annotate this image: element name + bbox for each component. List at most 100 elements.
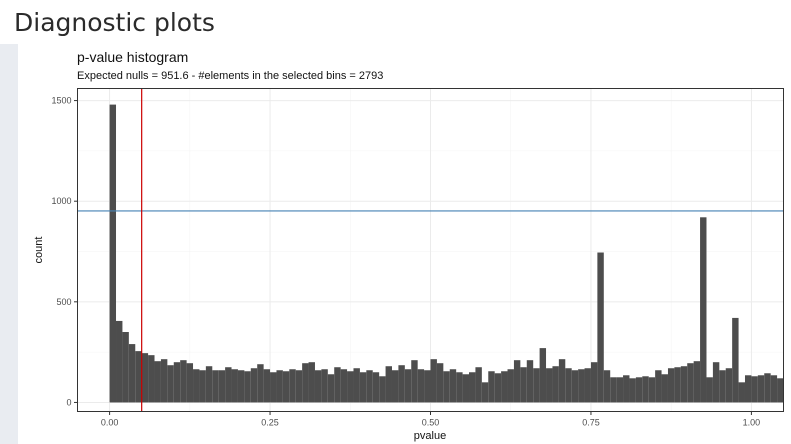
histogram-bar [321,369,328,403]
y-axis-label: count [33,237,45,264]
histogram-bar [674,367,681,403]
histogram-bar [590,362,598,403]
histogram-bar [353,368,360,403]
histogram-bar [212,370,219,403]
histogram-bar [404,369,412,403]
histogram-bar [603,370,611,403]
histogram-bar [449,369,457,403]
histogram-bar [475,367,482,403]
histogram-bar [308,362,315,403]
histogram-bar [116,320,123,403]
histogram-bar [411,360,418,403]
histogram-bar [314,370,322,403]
histogram-bar [244,371,251,403]
histogram-bar [443,371,450,403]
histogram-bar [372,372,380,403]
histogram-bar [655,370,662,403]
chart-subtitle: Expected nulls = 951.6 - #elements in th… [77,70,383,82]
x-tick-label: 0.75 [582,418,600,428]
histogram-bar [231,369,238,403]
histogram-bar [327,374,335,403]
histogram-bar [552,366,559,403]
histogram-bar [167,365,174,403]
histogram-bar [199,370,206,403]
histogram-bar [539,348,547,403]
histogram-bar [744,375,752,403]
y-tick-label: 1000 [51,196,71,206]
histogram-bar [347,371,354,403]
histogram-bar [488,371,495,403]
histogram-chart: p-value histogram Expected nulls = 951.6… [33,49,784,442]
y-tick-label: 1500 [51,96,71,106]
histogram-bar [635,377,643,403]
histogram-bar [456,372,463,403]
histogram-bar [436,363,444,403]
histogram-bar [276,370,283,403]
histogram-bar [680,366,688,403]
histogram-bar [706,377,713,403]
histogram-bar [623,375,630,403]
histogram-bar [302,363,309,403]
histogram-bar [712,362,720,403]
histogram-bar [494,373,502,403]
histogram-bar [205,366,213,403]
bars [109,104,784,403]
histogram-bar [270,372,277,403]
histogram-bar [430,359,437,403]
histogram-bar [629,378,636,403]
histogram-bar [571,370,579,403]
chart-title: p-value histogram [77,49,188,65]
histogram-bar [751,376,758,403]
histogram-bar [469,372,476,403]
histogram-bar [533,368,540,403]
histogram-bar [218,370,226,403]
histogram-bar [725,368,733,403]
histogram-bar [757,375,765,403]
histogram-plot: p-value histogram Expected nulls = 951.6… [18,44,791,444]
x-tick-label: 1.00 [743,418,761,428]
histogram-bar [597,252,604,403]
histogram-bar [700,217,707,403]
histogram-bar [141,353,149,403]
histogram-bar [398,365,405,403]
histogram-bar [263,369,271,403]
histogram-bar [565,368,572,403]
histogram-bar [379,376,386,403]
y-axis: 0 500 1000 1500 [51,96,78,407]
histogram-bar [732,317,739,403]
histogram-bar [424,370,431,403]
histogram-bar [687,363,694,403]
histogram-bar [526,360,534,403]
histogram-bar [295,370,303,403]
histogram-bar [584,368,591,403]
histogram-bar [282,371,290,403]
histogram-bar [180,360,187,403]
histogram-bar [738,382,745,403]
histogram-bar [417,369,425,403]
histogram-bar [558,359,566,403]
x-axis: 0.00 0.25 0.50 0.75 1.00 [101,411,761,428]
histogram-bar [193,369,200,403]
histogram-bar [366,370,373,403]
histogram-bar [148,355,155,403]
histogram-bar [135,351,142,403]
sidebar-strip [0,44,18,444]
histogram-bar [154,361,161,403]
histogram-bar [546,368,553,403]
histogram-bar [391,370,399,403]
histogram-bar [250,368,258,403]
histogram-bar [334,367,341,403]
page-title: Diagnostic plots [14,8,215,37]
x-axis-label: pvalue [414,430,446,442]
histogram-bar [648,377,656,403]
y-tick-label: 0 [66,397,71,407]
histogram-bar [122,332,129,403]
histogram-bar [578,369,585,403]
histogram-bar [173,362,181,403]
histogram-bar [385,366,392,403]
histogram-bar [160,359,168,403]
histogram-bar [667,368,675,403]
histogram-bar [693,361,701,403]
x-tick-label: 0.50 [422,418,440,428]
reference-lines [77,88,784,412]
